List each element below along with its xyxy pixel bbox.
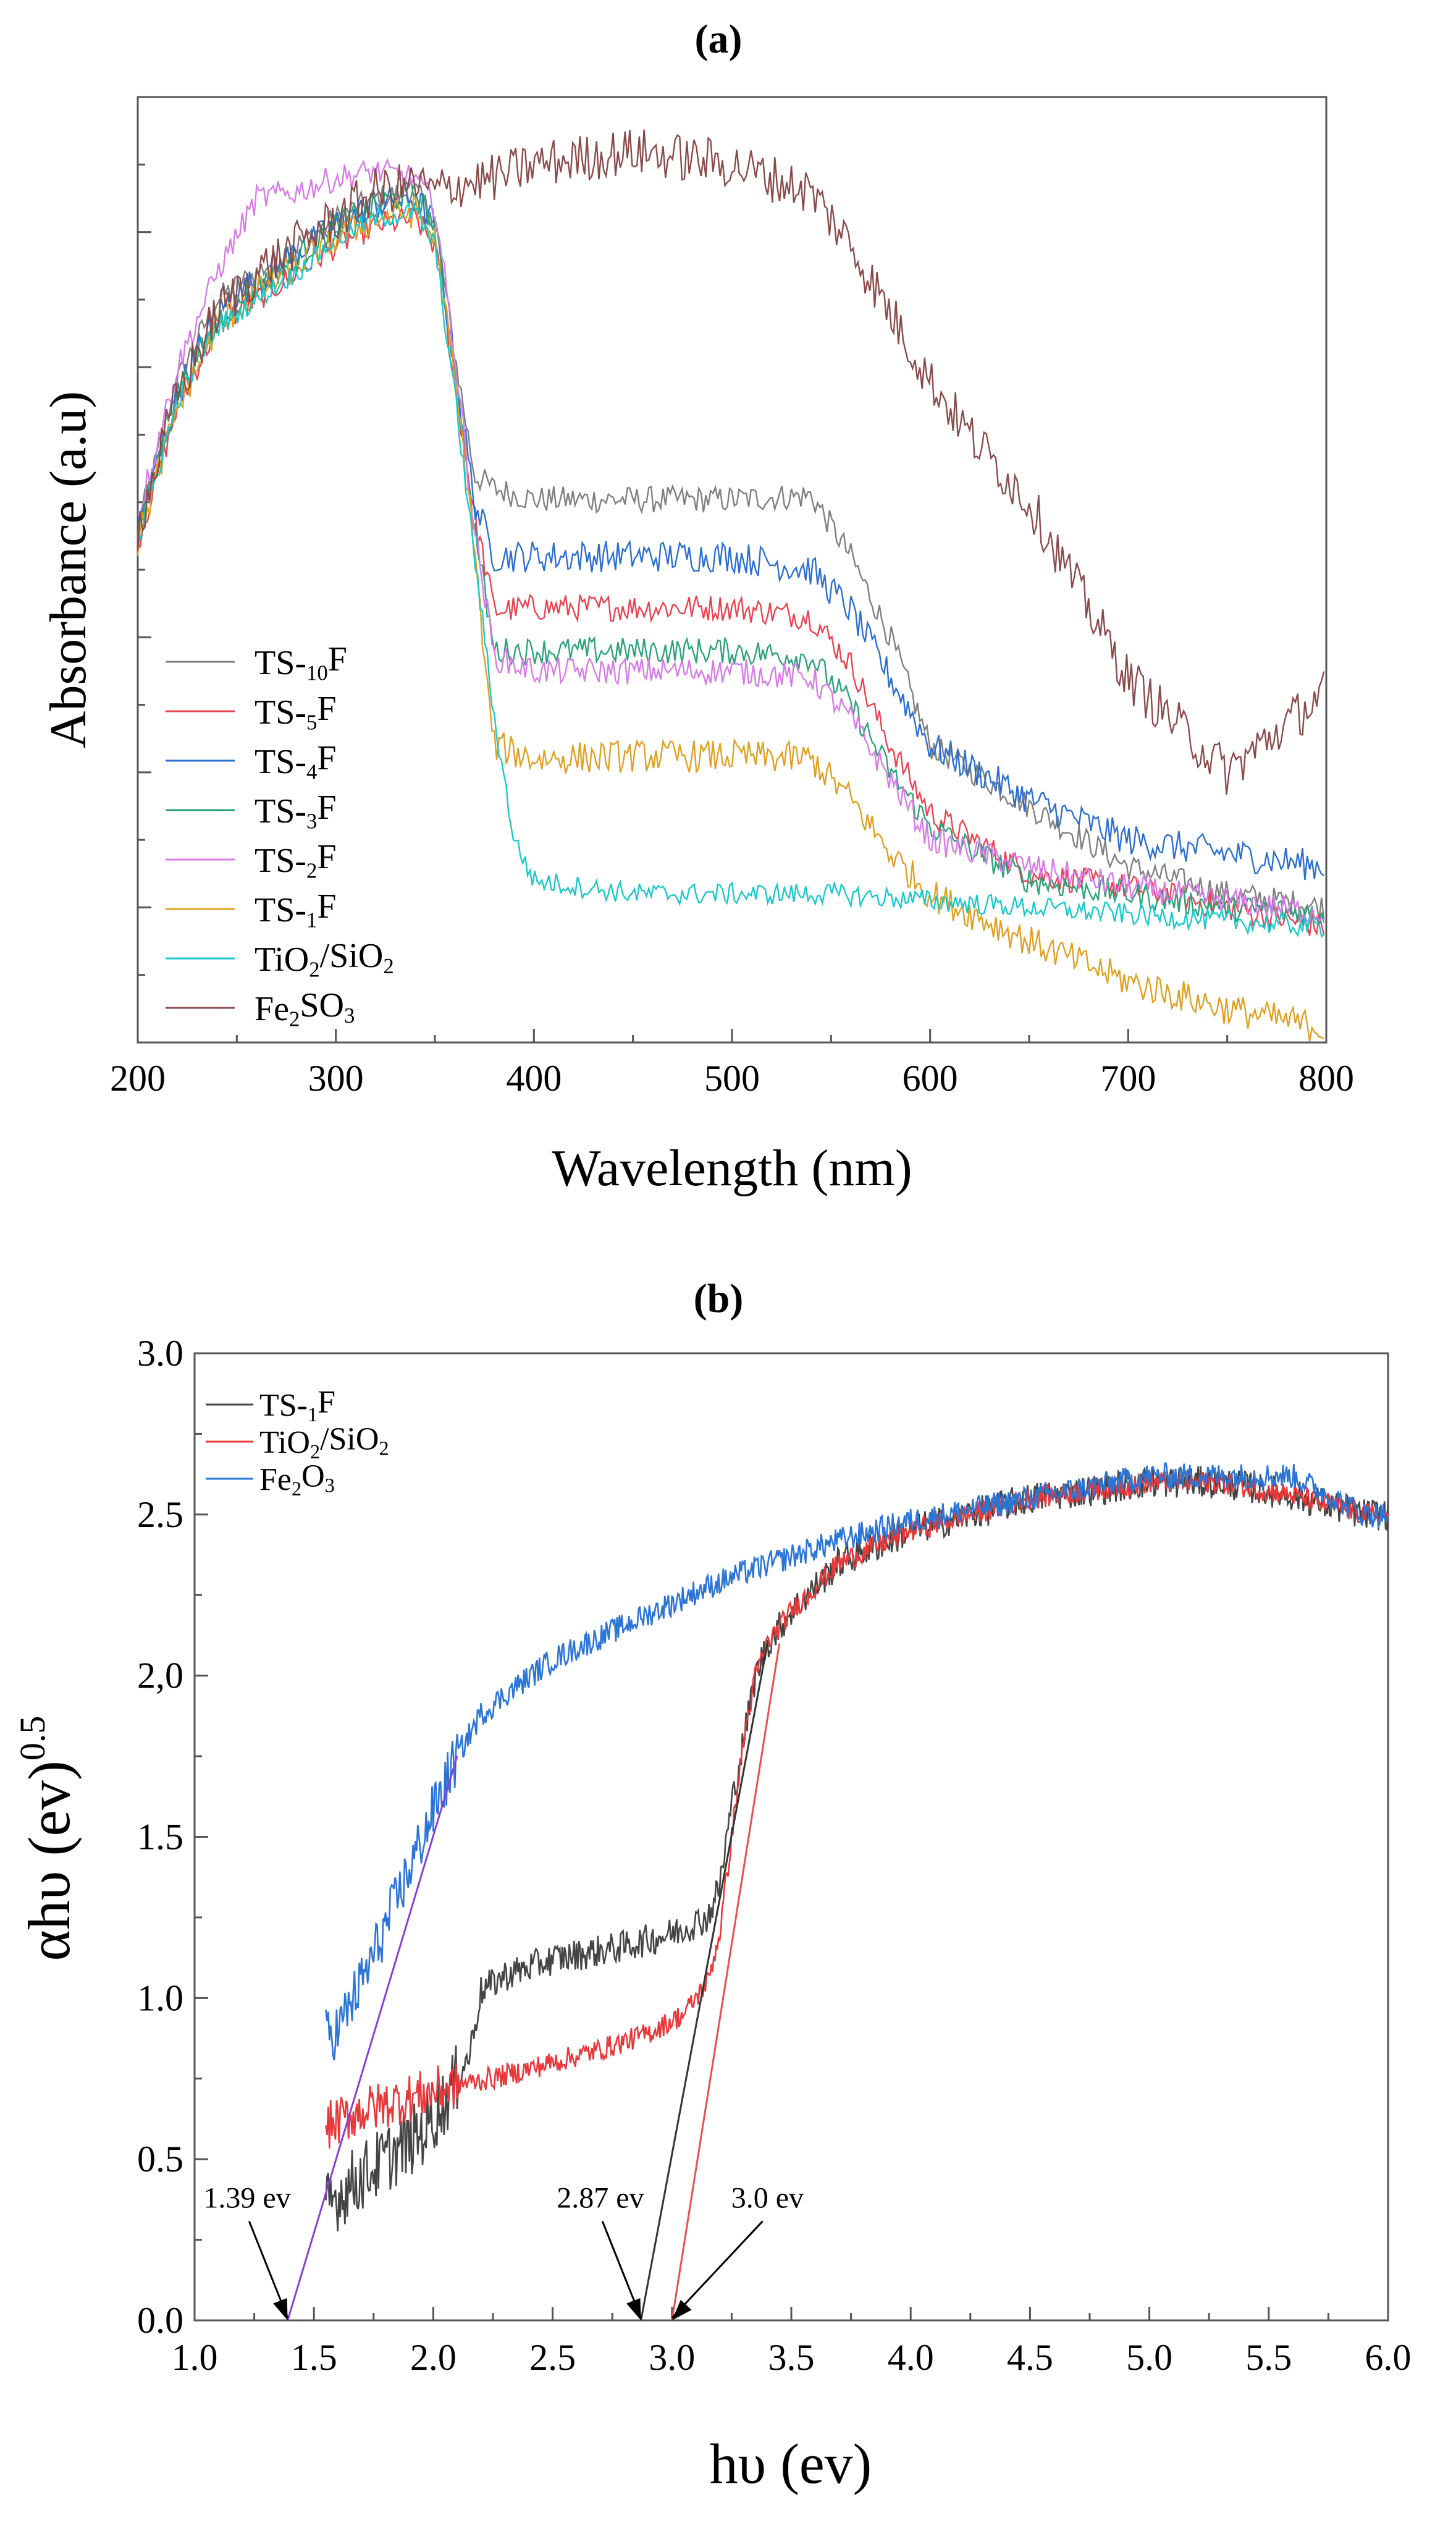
panel-a-legend: TS-10​F TS-5​FTS-4​FTS-3​FTS-2​FTS-1​F TiO… (166, 640, 394, 1031)
panel-b-y-tick-labels: 0.0 0.5 1.0 1.5 2,0 2.5 3.0 (137, 1333, 183, 2341)
panel-a-x-tick-label: 200 (110, 1058, 166, 1099)
panel-b-x-tick-label: 1.0 (172, 2337, 218, 2378)
panel-b-label: (b) (694, 1276, 744, 1321)
panel-b-y-axis-label-sup: 0.5 (12, 1716, 53, 1761)
panel-a-x-axis-label: Wavelength (nm) (552, 1139, 912, 1197)
panel-b-tauc-chart: (b) 1.39 ev 2.87 ev 3.0 ev 1.0 1.5 2.0 2.5 3.0… (12, 1276, 1412, 2495)
panel-b-fit-line (671, 1643, 781, 2321)
panel-b-y-tick-label: 2.5 (137, 1494, 183, 1535)
panel-b-series-line (325, 1466, 1389, 2231)
panel-b-x-tick-label: 5.5 (1245, 2337, 1292, 2378)
panel-b-annotation-label: 2.87 ev (557, 2181, 644, 2214)
panel-a-legend-entry: TS-3​F (255, 788, 337, 834)
panel-b-annotation-label: 3.0 ev (731, 2181, 804, 2214)
panel-a-legend-entry: TS-2​F (255, 838, 337, 883)
panel-a-x-tick-label: 800 (1298, 1058, 1354, 1099)
panel-a-x-tick-label: 500 (704, 1058, 760, 1099)
panel-b-x-axis-label: hυ (ev) (710, 2432, 872, 2495)
panel-b-annotations: 1.39 ev 2.87 ev 3.0 ev (203, 2181, 804, 2320)
panel-a-x-tick-label: 600 (903, 1058, 958, 1099)
panel-a-legend-entry: TS-5​F (255, 690, 337, 735)
panel-b-series-line (325, 1471, 1389, 2149)
panel-b-annotation-arrowhead (671, 2299, 692, 2320)
panel-b-y-axis-label: αhυ (ev)0.5 (12, 1716, 82, 1961)
panel-b-y-tick-label: 1.0 (137, 1977, 183, 2018)
panel-b-y-tick-label: 1.5 (137, 1817, 183, 1858)
panel-a-series-line (137, 180, 1325, 928)
panel-a-y-axis-label: Absorbance (a.u) (40, 391, 97, 748)
panel-b-x-tick-label: 4.0 (888, 2337, 934, 2378)
panel-a-legend-entry: TiO2​/SiO2​ (255, 937, 394, 982)
panel-b-ticks (193, 1352, 1389, 2322)
panel-a-legend-entry: TS-10​F (255, 640, 347, 685)
panel-a-legend-entry: TS-4​F (255, 739, 337, 784)
panel-b-x-tick-label: 3.0 (649, 2337, 695, 2378)
panel-b-series-line (325, 1462, 1389, 2061)
panel-a-x-tick-label: 400 (506, 1058, 562, 1099)
panel-b-x-tick-label: 1.5 (291, 2337, 337, 2378)
panel-b-y-axis-label-main: αhυ (ev) (16, 1761, 82, 1961)
panel-a-series-line (137, 195, 1324, 1042)
panel-a-x-tick-label: 700 (1100, 1058, 1156, 1099)
panel-b-x-tick-label: 5.0 (1126, 2337, 1172, 2378)
panel-a-series-line (137, 182, 1324, 881)
panel-b-annotation-arrowhead (626, 2298, 641, 2320)
panel-b-legend-entry: Fe2​O3​ (259, 1458, 335, 1500)
panel-b-x-tick-label: 3.5 (768, 2337, 815, 2378)
panel-b-fit-line (640, 1643, 768, 2321)
panel-b-x-tick-labels: 1.0 1.5 2.0 2.5 3.0 3.5 4.0 4.5 5.0 5.5 6.0 (172, 2337, 1412, 2378)
panel-b-y-tick-label: 3.0 (137, 1333, 183, 1374)
panel-b-x-tick-label: 2.5 (529, 2337, 576, 2378)
panel-b-legend-entry: TiO2​/SiO2​ (259, 1421, 389, 1463)
panel-a-series-line (137, 129, 1325, 795)
panel-b-x-tick-label: 6.0 (1365, 2337, 1412, 2378)
panel-a-x-tick-label: 300 (308, 1058, 364, 1099)
panel-b-y-tick-label: 2,0 (137, 1655, 183, 1696)
panel-b-x-tick-label: 2.0 (410, 2337, 457, 2378)
panel-b-series (325, 1462, 1389, 2231)
panel-b-fit-line (287, 1756, 458, 2321)
panel-b-y-tick-label: 0.0 (137, 2300, 183, 2341)
panel-b-legend-entry: TS-1​F (259, 1384, 335, 1426)
panel-a-legend-entry: Fe2​SO3​ (255, 986, 355, 1031)
panel-b-y-tick-label: 0.5 (137, 2139, 183, 2179)
panel-b-fit-lines (287, 1643, 781, 2321)
panel-b-x-tick-label: 4.5 (1007, 2337, 1053, 2378)
panel-b-annotation-arrow (671, 2220, 764, 2319)
panel-a-absorbance-chart: (a) 200 300 400 500 600 700 800 Wavelength (nm… (40, 17, 1354, 1197)
panel-a-label: (a) (695, 17, 743, 62)
panel-b-annotation-label: 1.39 ev (203, 2181, 290, 2214)
panel-a-legend-entry: TS-1​F (255, 887, 337, 932)
panel-b-annotation-arrowhead (273, 2298, 288, 2320)
panel-a-series-line (137, 158, 1324, 924)
panel-a-x-tick-labels: 200 300 400 500 600 700 800 (110, 1058, 1354, 1099)
panel-a-series (137, 129, 1325, 1042)
